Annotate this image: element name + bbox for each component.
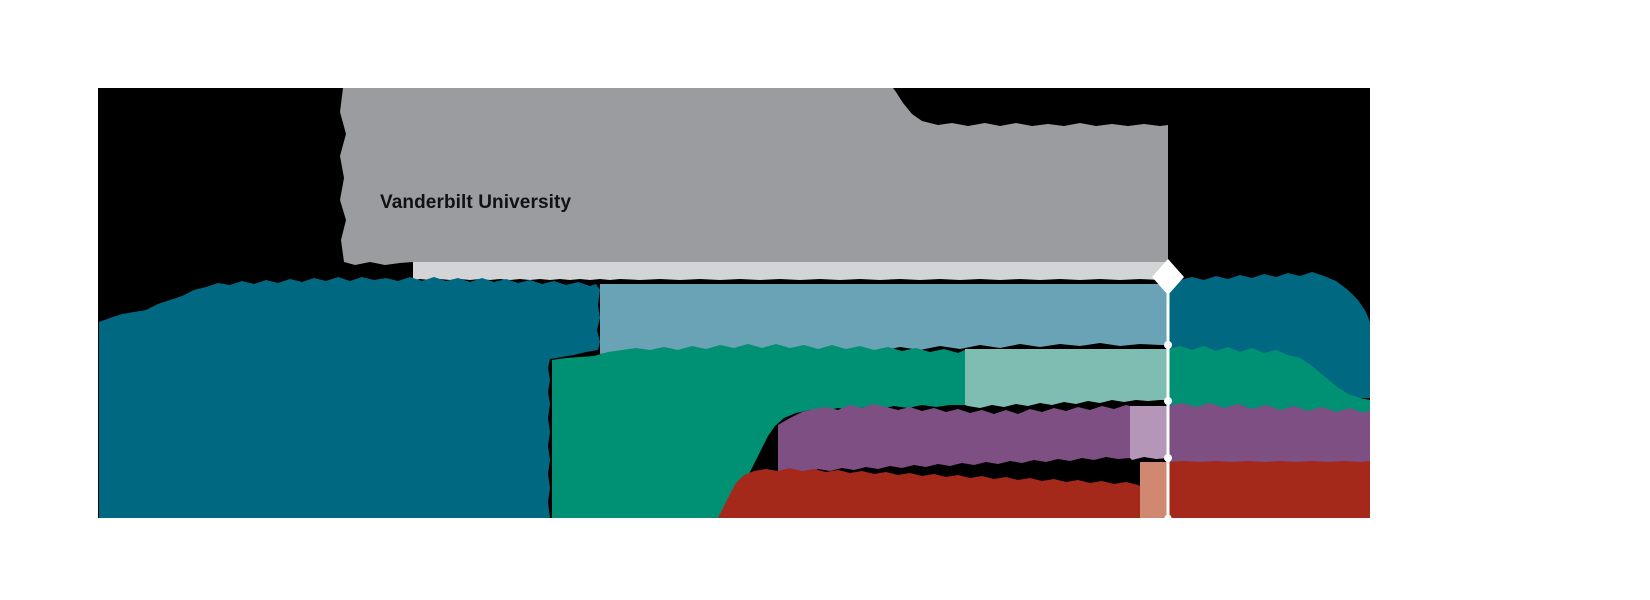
area-series-5-highlight — [1140, 462, 1168, 518]
marker-dot-bottom — [1164, 514, 1172, 522]
area-series-5-left — [718, 468, 1140, 518]
area-series-4-highlight — [1130, 406, 1168, 460]
area-series-1-left — [340, 88, 1168, 266]
area-series-3-highlight — [965, 349, 1168, 408]
marker-diamond-icon[interactable] — [1152, 259, 1184, 295]
area-series-2-left — [99, 277, 600, 518]
area-series-2-highlight — [600, 284, 1168, 354]
area-series-1-highlight — [413, 262, 1168, 280]
area-series-4-right — [1168, 403, 1370, 467]
area-series-5-right — [1168, 461, 1370, 518]
area-series-4-left — [739, 404, 1130, 518]
marker-dot-blue-green — [1164, 341, 1172, 349]
marker-dot-purple-red — [1164, 454, 1172, 462]
area-series-3-left — [552, 344, 965, 518]
marker-dot-green-purple — [1164, 397, 1172, 405]
